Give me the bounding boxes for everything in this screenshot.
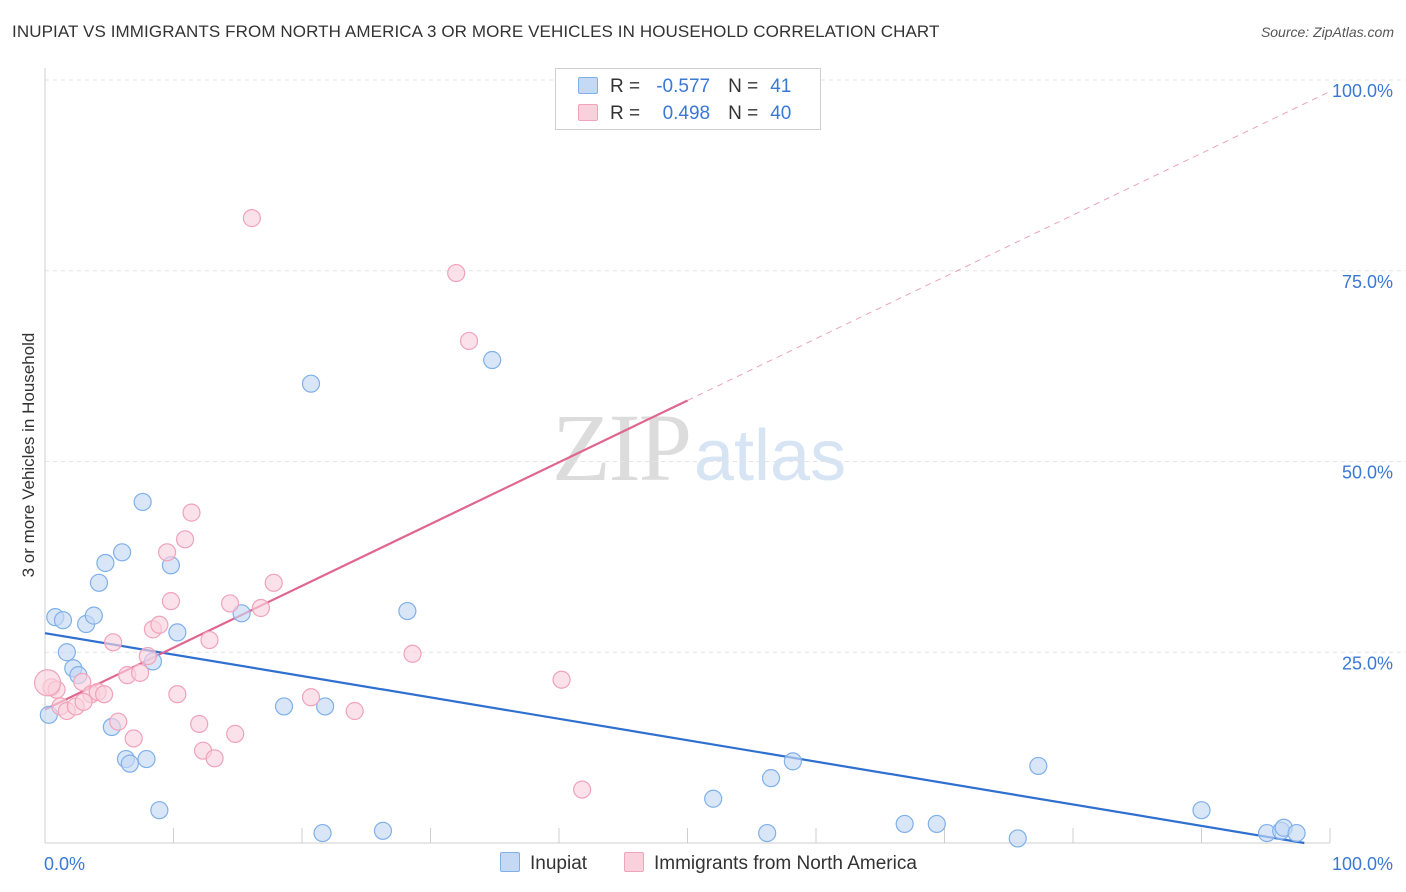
point-inupiat [96, 553, 115, 573]
bottom-legend-label-immigrants: Immigrants from North America [654, 853, 917, 874]
point-inupiat [398, 601, 417, 621]
point-immigrants [190, 714, 209, 734]
point-immigrants [73, 672, 92, 692]
point-inupiat [313, 823, 332, 843]
point-inupiat [1192, 801, 1211, 820]
trend-line-0 [44, 632, 1305, 845]
point-inupiat [1029, 756, 1048, 776]
point-immigrants [74, 692, 93, 711]
point-inupiat [53, 611, 73, 630]
legend-r-label: R = [610, 76, 641, 97]
legend-n-label: N = [728, 103, 759, 124]
point-immigrants [138, 646, 157, 666]
y-tick-label: 25.0% [1342, 653, 1393, 673]
point-inupiat [1287, 823, 1306, 843]
point-immigrants [205, 749, 224, 768]
legend-swatch-immigrants [578, 104, 598, 121]
bottom-legend-immigrants[interactable]: Immigrants from North America [624, 852, 917, 876]
point-inupiat [57, 643, 76, 662]
point-inupiat [301, 374, 321, 393]
y-tick-label: 100.0% [1332, 81, 1393, 101]
point-immigrants [242, 209, 261, 228]
point-inupiat [232, 604, 251, 623]
point-immigrants [175, 530, 195, 549]
point-immigrants [226, 724, 245, 743]
point-inupiat [895, 814, 914, 834]
point-immigrants [200, 630, 219, 650]
point-immigrants [104, 633, 123, 652]
point-inupiat [761, 769, 781, 788]
point-inupiat [274, 697, 294, 716]
point-immigrants [301, 688, 321, 707]
point-immigrants [150, 615, 169, 634]
point-inupiat [137, 749, 156, 769]
y-tick-label: 75.0% [1342, 272, 1393, 292]
point-immigrants [161, 592, 181, 611]
legend-n-value-immigrants: 40 [770, 103, 792, 124]
point-immigrants [220, 594, 240, 613]
trend-line-1 [44, 399, 688, 711]
point-immigrants [157, 543, 177, 562]
bottom-legend-swatch-inupiat [500, 852, 520, 872]
point-inupiat [704, 789, 723, 808]
tick-label-layer: 25.0% 50.0% 75.0% 100.0% 0.0% 100.0% [44, 81, 1393, 874]
point-inupiat [783, 752, 802, 771]
point-inupiat [316, 697, 335, 716]
x-tick-label: 100.0% [1332, 854, 1393, 874]
point-inupiat [373, 821, 393, 840]
watermark-atlas: atlas [694, 416, 847, 496]
bottom-legend-swatch-immigrants [624, 852, 644, 872]
legend-row-inupiat: R = -0.577 N = 41 [578, 76, 791, 100]
point-immigrants [182, 503, 201, 522]
point-inupiat [112, 543, 132, 562]
point-immigrants [124, 729, 143, 748]
legend-row-immigrants: R = 0.498 N = 40 [578, 103, 791, 127]
correlation-legend: R = -0.577 N = 41 R = 0.498 N = 40 [555, 68, 821, 130]
x-tick-label: 0.0% [44, 854, 85, 874]
point-inupiat [133, 492, 152, 512]
point-immigrants [130, 663, 150, 682]
point-inupiat [927, 814, 946, 834]
bottom-legend-label-inupiat: Inupiat [530, 853, 588, 874]
point-immigrants [109, 712, 128, 731]
point-inupiat [84, 606, 103, 625]
legend-r-label: R = [610, 103, 641, 124]
point-immigrants [459, 331, 479, 351]
points-layer [33, 209, 1306, 848]
grid-layer [45, 79, 1406, 653]
point-immigrants [403, 644, 422, 663]
legend-n-value-inupiat: 41 [770, 76, 792, 97]
point-inupiat [758, 823, 777, 843]
point-immigrants [33, 669, 62, 697]
point-immigrants [168, 685, 187, 704]
legend-r-value-inupiat: -0.577 [656, 76, 711, 97]
watermark: ZIPatlas [552, 400, 846, 496]
chart-title: INUPIAT VS IMMIGRANTS FROM NORTH AMERICA… [12, 22, 940, 41]
legend-n-label: N = [728, 76, 759, 97]
chart-source: Source: ZipAtlas.com [1260, 24, 1394, 40]
point-immigrants [447, 263, 466, 283]
watermark-zip: ZIP [552, 394, 692, 501]
y-tick-label: 50.0% [1342, 463, 1393, 483]
point-immigrants [573, 780, 592, 799]
legend-swatch-inupiat [578, 77, 598, 94]
point-inupiat [89, 573, 109, 592]
point-immigrants [251, 598, 270, 618]
point-immigrants [345, 701, 364, 721]
point-inupiat [120, 754, 139, 773]
point-immigrants [95, 685, 114, 704]
point-immigrants [552, 670, 571, 689]
trend-line-extension-1 [687, 90, 1331, 401]
point-inupiat [150, 801, 169, 820]
legend-r-value-immigrants: 0.498 [662, 103, 711, 124]
point-inupiat [168, 623, 187, 642]
point-inupiat [1008, 829, 1027, 848]
point-inupiat [483, 350, 502, 370]
point-immigrants [264, 573, 283, 592]
bottom-legend-inupiat[interactable]: Inupiat [500, 852, 587, 876]
